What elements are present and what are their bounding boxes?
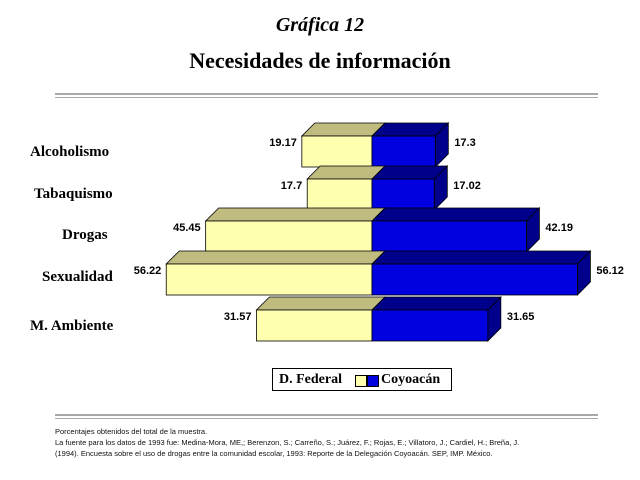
category-label-drogas: Drogas	[62, 227, 108, 243]
value-label-dfederal: 19.17	[269, 137, 297, 149]
category-label-tabaquismo: Tabaquismo	[34, 186, 113, 202]
footnote-line: Porcentajes obtenidos del total de la mu…	[55, 427, 208, 436]
legend-swatch-dfederal	[355, 375, 367, 387]
bar-dfederal	[306, 178, 373, 211]
legend: D. Federal Coyoacán	[272, 368, 452, 391]
top-divider	[55, 93, 598, 95]
bar-top-dfederal	[300, 122, 386, 137]
footnote-line: (1994). Encuesta sobre el uso de drogas …	[55, 449, 493, 458]
bar-coyoacan	[371, 309, 489, 342]
bar-top-dfederal	[165, 250, 386, 265]
bar-top-dfederal	[255, 296, 386, 311]
bar-dfederal	[165, 263, 373, 296]
value-label-dfederal: 17.7	[281, 180, 302, 192]
category-label-alcoholismo: Alcoholismo	[30, 144, 109, 160]
bar-dfederal	[205, 220, 373, 253]
bottom-divider	[55, 414, 598, 416]
value-label-dfederal: 31.57	[224, 311, 252, 323]
value-label-coyoacan: 17.02	[453, 180, 481, 192]
value-label-coyoacan: 17.3	[454, 137, 475, 149]
bar-dfederal	[256, 309, 373, 342]
bar-top-coyoacan	[371, 250, 592, 265]
bar-coyoacan	[371, 263, 578, 296]
bottom-divider-thin	[55, 418, 598, 419]
footnote-line: La fuente para los datos de 1993 fue: Me…	[55, 438, 520, 447]
footnote: Porcentajes obtenidos del total de la mu…	[55, 426, 615, 459]
bar-coyoacan	[371, 178, 435, 211]
value-label-coyoacan: 56.12	[596, 265, 624, 277]
category-label-m-ambiente: M. Ambiente	[30, 318, 114, 334]
bar-coyoacan	[371, 220, 527, 253]
legend-label-coyoacan: Coyoacán	[381, 372, 441, 387]
value-label-coyoacan: 42.19	[545, 222, 573, 234]
chart-kicker: Gráfica 12	[275, 14, 365, 36]
bar-dfederal	[301, 135, 373, 168]
bar-top-dfederal	[306, 165, 386, 180]
bar-top-coyoacan	[371, 207, 541, 222]
legend-label-dfederal: D. Federal	[279, 372, 342, 387]
value-label-dfederal: 56.22	[134, 265, 162, 277]
bar-top-dfederal	[204, 207, 386, 222]
value-label-dfederal: 45.45	[173, 222, 201, 234]
value-label-coyoacan: 31.65	[507, 311, 535, 323]
top-divider-thin	[55, 97, 598, 98]
chart-title: Necesidades de información	[189, 48, 451, 73]
bar-coyoacan	[371, 135, 436, 168]
legend-swatch-coyoacan	[367, 375, 379, 387]
category-label-sexualidad: Sexualidad	[42, 269, 114, 285]
bar-top-coyoacan	[371, 296, 502, 311]
